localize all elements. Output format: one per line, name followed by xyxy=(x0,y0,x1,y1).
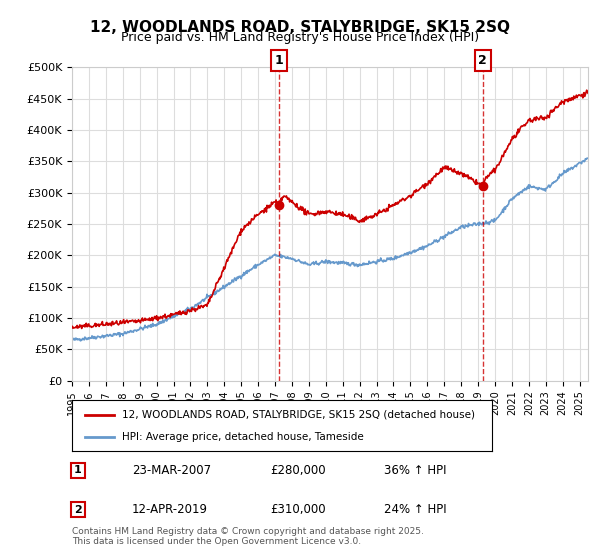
Text: 1: 1 xyxy=(274,54,283,67)
Text: Price paid vs. HM Land Registry's House Price Index (HPI): Price paid vs. HM Land Registry's House … xyxy=(121,31,479,44)
Text: Contains HM Land Registry data © Crown copyright and database right 2025.
This d: Contains HM Land Registry data © Crown c… xyxy=(72,526,424,546)
Text: 36% ↑ HPI: 36% ↑ HPI xyxy=(384,464,446,477)
Text: 12-APR-2019: 12-APR-2019 xyxy=(132,503,208,516)
Text: 1: 1 xyxy=(74,465,82,475)
Text: £280,000: £280,000 xyxy=(270,464,326,477)
Text: £310,000: £310,000 xyxy=(270,503,326,516)
Text: 2: 2 xyxy=(478,54,487,67)
Text: 2: 2 xyxy=(74,505,82,515)
Text: 23-MAR-2007: 23-MAR-2007 xyxy=(132,464,211,477)
Text: 12, WOODLANDS ROAD, STALYBRIDGE, SK15 2SQ: 12, WOODLANDS ROAD, STALYBRIDGE, SK15 2S… xyxy=(90,20,510,35)
Text: HPI: Average price, detached house, Tameside: HPI: Average price, detached house, Tame… xyxy=(122,432,364,442)
Text: 12, WOODLANDS ROAD, STALYBRIDGE, SK15 2SQ (detached house): 12, WOODLANDS ROAD, STALYBRIDGE, SK15 2S… xyxy=(122,409,475,419)
Text: 24% ↑ HPI: 24% ↑ HPI xyxy=(384,503,446,516)
